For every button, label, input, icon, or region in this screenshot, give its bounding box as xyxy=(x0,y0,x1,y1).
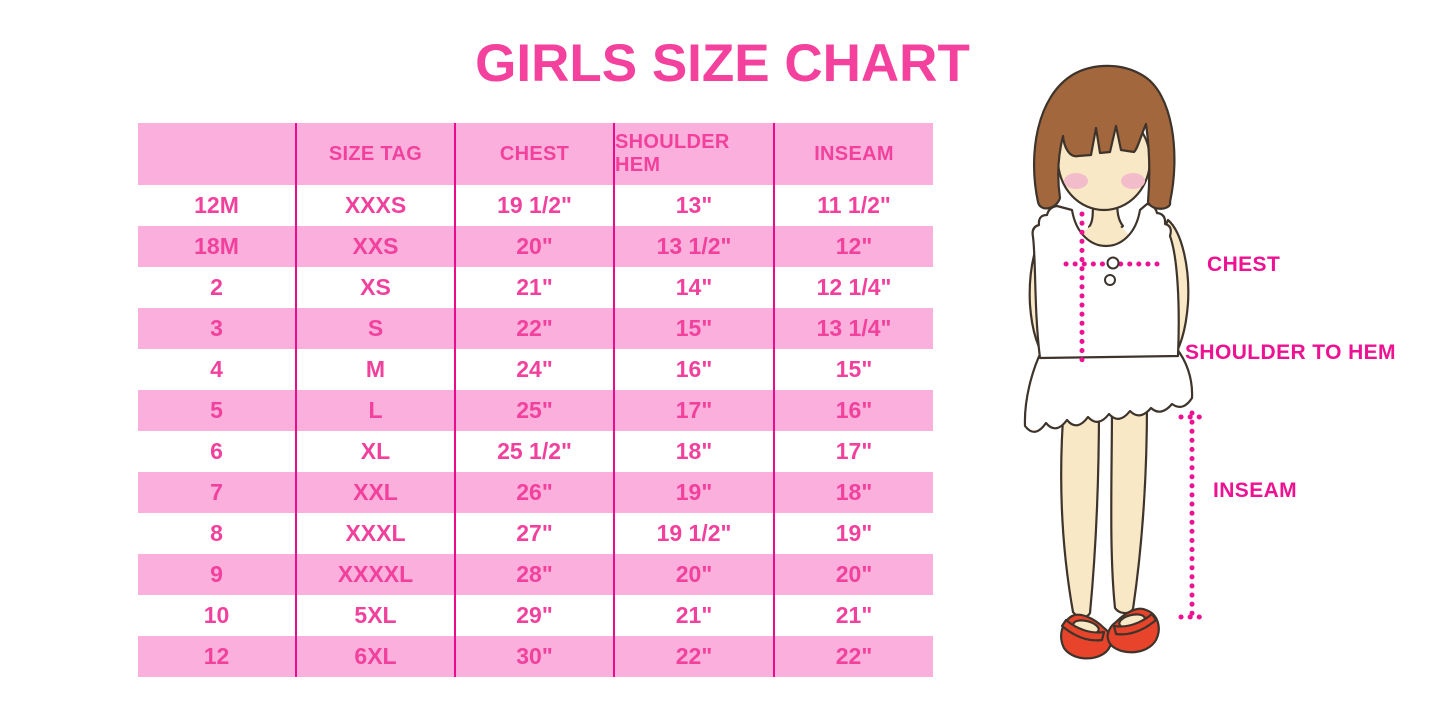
column-header: SIZE TAG xyxy=(297,123,456,185)
table-cell: 18" xyxy=(835,479,873,505)
right-shoe-strap xyxy=(1112,612,1158,636)
table-row: 6 XL 25 1/2" 18" 17" xyxy=(138,431,933,472)
table-cell: 7 xyxy=(138,472,297,513)
table-cell: 12 1/4" xyxy=(816,274,892,300)
table-cell: 3 xyxy=(138,308,297,349)
table-cell: 21" xyxy=(456,267,615,308)
table-row: 10 5XL 29" 21" 21" xyxy=(138,595,933,636)
table-cell: XL xyxy=(297,431,456,472)
table-cell: 28" xyxy=(456,554,615,595)
column-header: INSEAM xyxy=(814,142,894,165)
girl-figure-illustration xyxy=(1023,64,1208,660)
table-cell: 17" xyxy=(835,438,873,464)
table-cell: 22" xyxy=(835,643,873,669)
table-cell: 19 1/2" xyxy=(615,513,775,554)
table-cell: XXS xyxy=(297,226,456,267)
table-cell: 25" xyxy=(456,390,615,431)
inseam-label: INSEAM xyxy=(1213,479,1298,502)
table-cell: 20" xyxy=(456,226,615,267)
table-cell: XXXS xyxy=(297,185,456,226)
table-cell: 20" xyxy=(835,561,873,587)
top-button-1 xyxy=(1106,256,1120,270)
measurement-figure xyxy=(1000,60,1430,705)
column-header: SHOULDER HEM xyxy=(615,123,775,185)
table-row: 2 XS 21" 14" 12 1/4" xyxy=(138,267,933,308)
shoulder-to-hem-label: SHOULDER TO HEM xyxy=(1185,341,1396,364)
table-cell: 26" xyxy=(456,472,615,513)
table-cell: 27" xyxy=(456,513,615,554)
table-row: 8 XXXL 27" 19 1/2" 19" xyxy=(138,513,933,554)
table-cell: 5XL xyxy=(297,595,456,636)
table-cell: 17" xyxy=(615,390,775,431)
table-cell: 19" xyxy=(835,520,873,546)
table-row: 7 XXL 26" 19" 18" xyxy=(138,472,933,513)
table-cell: 10 xyxy=(138,595,297,636)
table-cell: 16" xyxy=(835,397,873,423)
table-cell: 9 xyxy=(138,554,297,595)
table-cell: 4 xyxy=(138,349,297,390)
table-cell: XXL xyxy=(297,472,456,513)
table-cell: 13 1/2" xyxy=(615,226,775,267)
table-cell: 13 1/4" xyxy=(816,315,892,341)
table-cell: 24" xyxy=(456,349,615,390)
girl-left-leg xyxy=(1060,403,1101,619)
girl-skirt xyxy=(1023,346,1194,433)
table-cell: S xyxy=(297,308,456,349)
table-header-row: SIZE TAG CHEST SHOULDER HEM INSEAM xyxy=(138,123,933,185)
table-row: 18M XXS 20" 13 1/2" 12" xyxy=(138,226,933,267)
girl-hair xyxy=(1033,64,1176,210)
table-cell: 16" xyxy=(615,349,775,390)
table-cell: XXXXL xyxy=(297,554,456,595)
top-button-2 xyxy=(1104,274,1116,286)
table-cell: 18M xyxy=(138,226,297,267)
table-cell: XS xyxy=(297,267,456,308)
girls-size-table: SIZE TAG CHEST SHOULDER HEM INSEAM 12M XXXS 19… xyxy=(138,123,933,677)
table-cell: 2 xyxy=(138,267,297,308)
table-cell: 22" xyxy=(615,636,775,677)
table-cell: 8 xyxy=(138,513,297,554)
table-row: 9 XXXXL 28" 20" 20" xyxy=(138,554,933,595)
table-cell: 12 xyxy=(138,636,297,677)
left-shoe-strap xyxy=(1060,618,1106,642)
table-cell: 21" xyxy=(615,595,775,636)
table-cell: 25 1/2" xyxy=(456,431,615,472)
table-cell: 18" xyxy=(615,431,775,472)
table-cell: M xyxy=(297,349,456,390)
table-cell: 19 1/2" xyxy=(456,185,615,226)
girl-right-leg xyxy=(1110,401,1149,615)
table-row: 3 S 22" 15" 13 1/4" xyxy=(138,308,933,349)
chest-label: CHEST xyxy=(1207,253,1281,276)
right-blush xyxy=(1121,173,1145,189)
table-cell: L xyxy=(297,390,456,431)
table-cell: 15" xyxy=(615,308,775,349)
table-cell: 11 1/2" xyxy=(817,192,891,218)
table-row: 12 6XL 30" 22" 22" xyxy=(138,636,933,677)
table-cell: 29" xyxy=(456,595,615,636)
table-cell: 13" xyxy=(615,185,775,226)
table-cell: 21" xyxy=(835,602,873,628)
table-row: 12M XXXS 19 1/2" 13" 11 1/2" xyxy=(138,185,933,226)
left-blush xyxy=(1064,173,1088,189)
column-header: CHEST xyxy=(456,123,615,185)
table-cell: 22" xyxy=(456,308,615,349)
column-header xyxy=(138,123,297,185)
table-cell: 12" xyxy=(835,233,873,259)
table-cell: 5 xyxy=(138,390,297,431)
table-cell: 19" xyxy=(615,472,775,513)
table-cell: XXXL xyxy=(297,513,456,554)
table-cell: 30" xyxy=(456,636,615,677)
table-row: 5 L 25" 17" 16" xyxy=(138,390,933,431)
table-cell: 12M xyxy=(138,185,297,226)
table-cell: 6 xyxy=(138,431,297,472)
page-title: GIRLS SIZE CHART xyxy=(475,34,970,93)
table-cell: 20" xyxy=(615,554,775,595)
table-cell: 14" xyxy=(615,267,775,308)
table-cell: 6XL xyxy=(297,636,456,677)
table-row: 4 M 24" 16" 15" xyxy=(138,349,933,390)
table-cell: 15" xyxy=(835,356,873,382)
